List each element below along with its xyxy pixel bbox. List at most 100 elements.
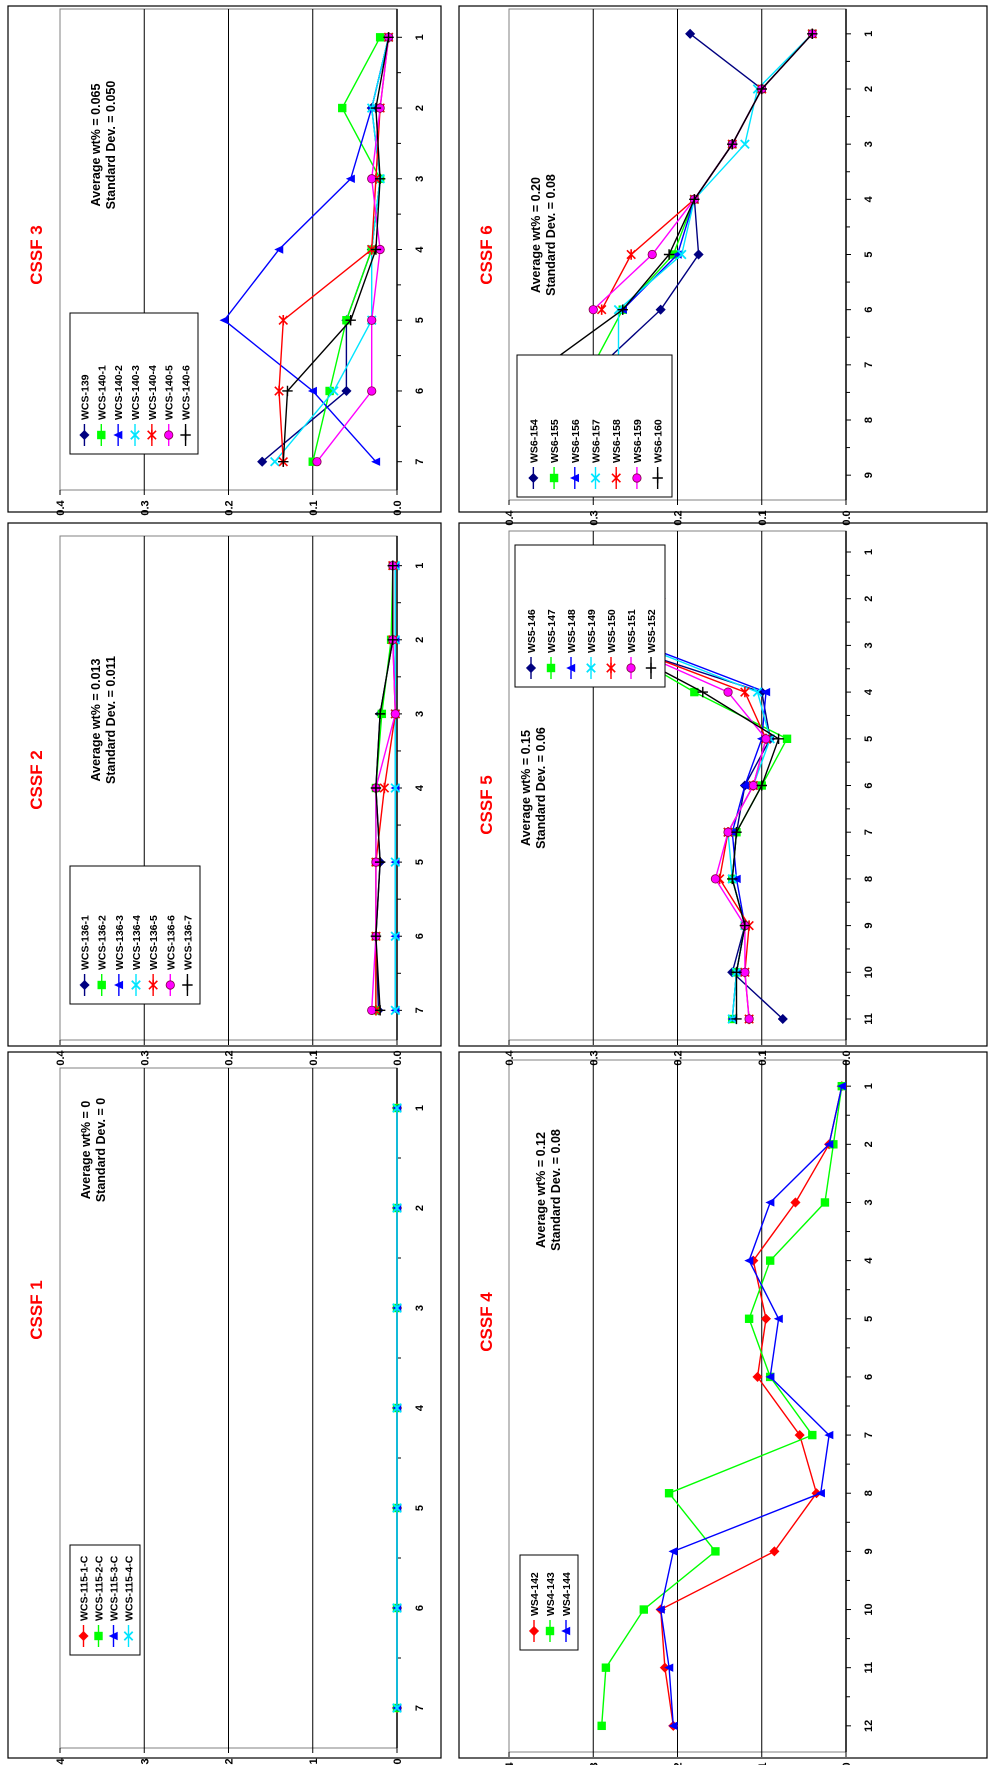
- data-point: [278, 456, 289, 467]
- legend-label: WCS-115-4-C: [124, 1555, 136, 1621]
- legend-label: WS5-150: [606, 609, 618, 653]
- data-point: [664, 1663, 674, 1672]
- legend-marker: [113, 430, 123, 440]
- data-point: [740, 686, 750, 698]
- data-point: [744, 1314, 754, 1323]
- category-tick-label: 1: [863, 31, 875, 37]
- average-annotation: Average wt% = 0.20: [529, 177, 543, 293]
- data-point: [274, 385, 284, 397]
- legend-label: WS5-148: [566, 609, 578, 653]
- data-point: [392, 1603, 402, 1613]
- legend-label: WCS-136-6: [165, 915, 177, 970]
- data-point: [617, 304, 628, 315]
- value-tick-label: 0.4: [504, 1049, 516, 1065]
- value-tick-label: 0.2: [673, 510, 685, 525]
- chart-title: CSSF 5: [477, 775, 496, 835]
- legend-label: WS5-146: [526, 609, 538, 653]
- legend-marker: [123, 1631, 134, 1641]
- category-tick-label: 11: [863, 1662, 875, 1674]
- legend-marker: [130, 430, 140, 440]
- value-tick-label: 0.4: [55, 1757, 67, 1765]
- value-tick-label: 0.2: [673, 1762, 685, 1765]
- series-line: [659, 1086, 843, 1726]
- data-point: [626, 249, 636, 260]
- legend-marker: [97, 430, 106, 440]
- value-tick-label: 0.2: [224, 1758, 236, 1765]
- legend-label: WCS-139: [79, 374, 91, 420]
- data-point: [219, 316, 229, 325]
- data-point: [808, 1430, 817, 1440]
- data-point: [374, 1005, 386, 1016]
- category-tick-label: 4: [414, 246, 426, 253]
- category-tick-label: 2: [863, 86, 875, 92]
- legend-marker: [566, 663, 576, 673]
- value-tick-label: 0.4: [55, 499, 67, 515]
- legend-label: WS5-151: [626, 609, 638, 653]
- data-point: [367, 174, 377, 184]
- value-tick-label: 0.1: [308, 1758, 320, 1765]
- value-tick-label: 0.1: [757, 1762, 769, 1765]
- data-point: [282, 385, 293, 397]
- legend-label: WCS-136-4: [131, 915, 143, 970]
- category-tick-label: 2: [863, 1141, 875, 1147]
- legend-marker: [97, 980, 106, 990]
- data-point: [270, 456, 280, 467]
- data-point: [274, 245, 284, 254]
- legend: WS5-146 WS5-147 WS5-148 WS5-149 WS5-150 WS5-1…: [514, 544, 666, 688]
- category-tick-label: 7: [414, 1007, 426, 1013]
- category-tick-label: 6: [414, 388, 426, 394]
- average-annotation: Average wt% = 0: [79, 1101, 93, 1200]
- data-point: [370, 931, 382, 942]
- legend-marker: [645, 662, 657, 674]
- chart-panel-2: 0.0 0.1 0.2 0.3 0.4 1 2 3 4 5 6 7 CSSF 2 Average wt% …: [7, 522, 442, 1066]
- data-point: [374, 173, 386, 184]
- category-tick-label: 7: [414, 459, 426, 465]
- data-point: [392, 1503, 402, 1513]
- data-point: [773, 1314, 783, 1323]
- data-point: [647, 249, 657, 260]
- category-tick-label: 7: [863, 1432, 875, 1438]
- data-point: [824, 1430, 834, 1440]
- category-tick-label: 5: [863, 1316, 875, 1322]
- data-point: [723, 687, 733, 697]
- data-point: [740, 139, 750, 149]
- category-tick-label: 2: [414, 1205, 426, 1211]
- series-WCS-136-7: [370, 560, 398, 1016]
- category-tick-label: 1: [863, 1083, 875, 1089]
- legend-label: WCS-136-3: [114, 915, 126, 970]
- data-point: [676, 249, 687, 260]
- data-point: [328, 386, 339, 396]
- data-point: [777, 1013, 788, 1025]
- data-point: [836, 1081, 846, 1091]
- category-tick-label: 1: [414, 34, 426, 40]
- value-tick-label: 0.2: [673, 1050, 685, 1065]
- legend-label: WCS-140-6: [181, 365, 193, 420]
- legend-marker: [606, 662, 616, 674]
- legend-label: WS4-142: [529, 1572, 541, 1616]
- data-point: [664, 1489, 674, 1498]
- category-tick-label: 2: [414, 105, 426, 111]
- value-tick-label: 0.0: [841, 1762, 853, 1765]
- legend: WCS-136-1 WCS-136-2 WCS-136-3 WCS-136-4 WCS-…: [69, 865, 201, 1005]
- series-WCS-115-4-C: [392, 1103, 402, 1713]
- data-point: [392, 1703, 402, 1713]
- category-tick-label: 7: [863, 829, 875, 835]
- legend-marker: [165, 980, 175, 990]
- data-point: [588, 305, 598, 315]
- legend-label: WCS-140-5: [164, 365, 176, 420]
- value-tick-label: 0.1: [757, 510, 769, 525]
- category-tick-label: 5: [414, 859, 426, 865]
- category-tick-label: 4: [863, 688, 875, 695]
- legend-label: WS4-144: [561, 1572, 573, 1616]
- legend-label: WS4-143: [545, 1572, 557, 1616]
- data-point: [370, 782, 382, 794]
- data-point: [748, 780, 758, 791]
- category-tick-label: 9: [863, 923, 875, 929]
- value-tick-label: 0.4: [504, 509, 516, 525]
- data-point: [390, 783, 401, 793]
- data-point: [655, 1605, 665, 1614]
- category-tick-label: 5: [863, 251, 875, 257]
- data-point: [723, 827, 733, 837]
- legend-label: WCS-140-1: [96, 365, 108, 420]
- legend-label: WCS-136-7: [182, 915, 194, 970]
